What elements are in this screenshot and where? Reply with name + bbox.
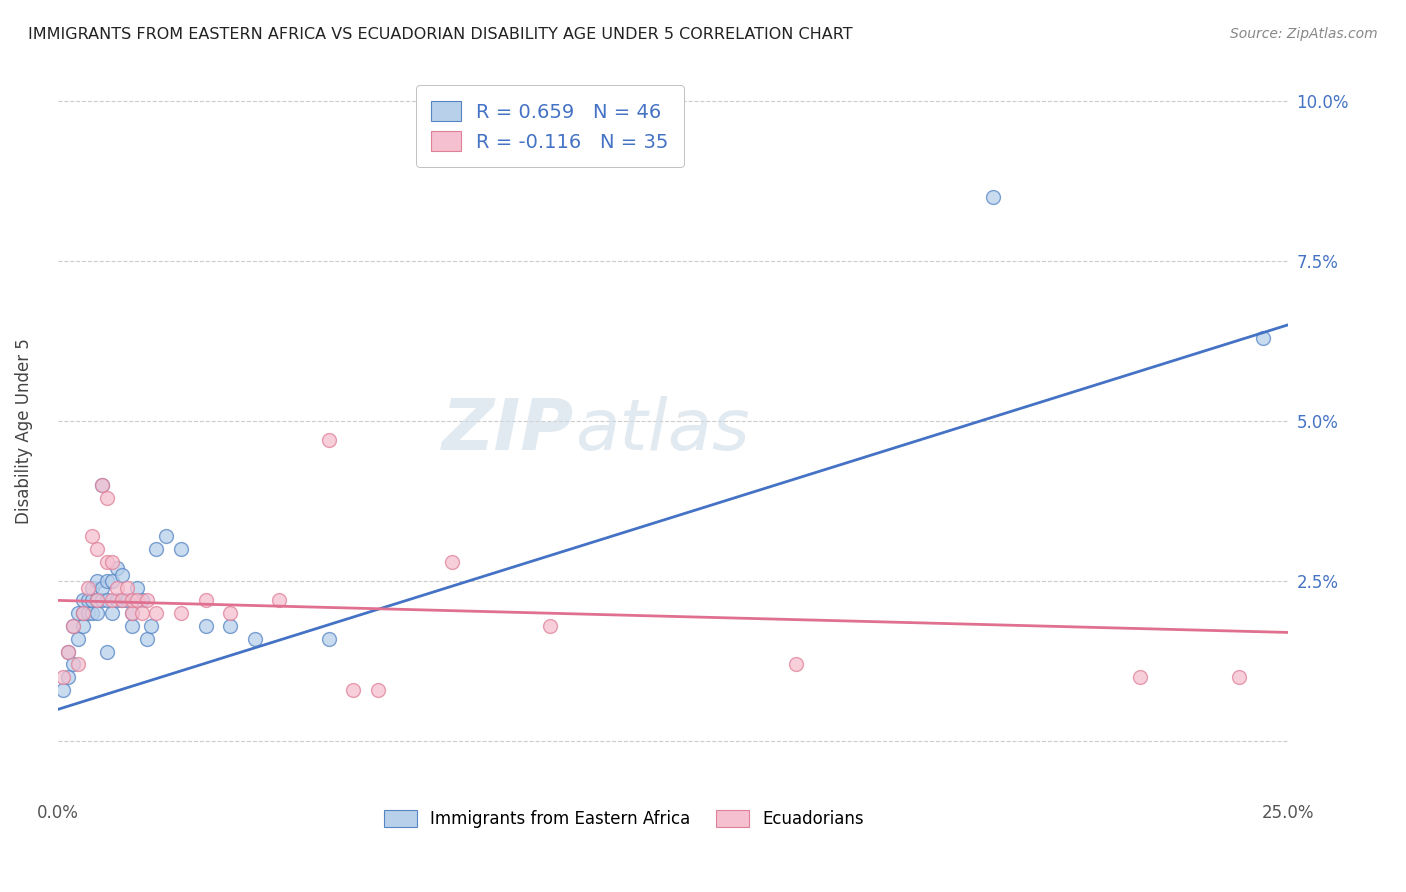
Point bbox=[141, 619, 163, 633]
Point bbox=[101, 593, 124, 607]
Point bbox=[105, 561, 128, 575]
Point bbox=[125, 581, 148, 595]
Point bbox=[115, 581, 138, 595]
Point bbox=[91, 478, 114, 492]
Point bbox=[91, 478, 114, 492]
Point bbox=[86, 574, 108, 589]
Point bbox=[105, 593, 128, 607]
Point bbox=[66, 657, 89, 672]
Point bbox=[121, 606, 143, 620]
Point bbox=[62, 619, 84, 633]
Point bbox=[91, 593, 114, 607]
Point bbox=[86, 593, 108, 607]
Point bbox=[111, 593, 134, 607]
Point bbox=[243, 632, 266, 646]
Point bbox=[82, 593, 104, 607]
Point bbox=[538, 619, 561, 633]
Point bbox=[170, 606, 193, 620]
Point bbox=[1129, 670, 1152, 684]
Point bbox=[135, 593, 157, 607]
Point bbox=[101, 606, 124, 620]
Point bbox=[52, 670, 75, 684]
Point bbox=[170, 542, 193, 557]
Point bbox=[440, 555, 463, 569]
Point bbox=[318, 433, 340, 447]
Point bbox=[76, 593, 98, 607]
Point bbox=[115, 593, 138, 607]
Point bbox=[125, 593, 148, 607]
Point bbox=[72, 593, 94, 607]
Text: IMMIGRANTS FROM EASTERN AFRICA VS ECUADORIAN DISABILITY AGE UNDER 5 CORRELATION : IMMIGRANTS FROM EASTERN AFRICA VS ECUADO… bbox=[28, 27, 853, 42]
Point bbox=[66, 632, 89, 646]
Point bbox=[82, 529, 104, 543]
Point bbox=[82, 581, 104, 595]
Point bbox=[785, 657, 807, 672]
Point bbox=[135, 632, 157, 646]
Point bbox=[342, 683, 364, 698]
Point bbox=[194, 593, 217, 607]
Point bbox=[981, 189, 1004, 203]
Point bbox=[111, 567, 134, 582]
Point bbox=[72, 606, 94, 620]
Point bbox=[1253, 331, 1275, 345]
Point bbox=[56, 670, 79, 684]
Point bbox=[121, 593, 143, 607]
Point bbox=[96, 593, 118, 607]
Point bbox=[86, 542, 108, 557]
Point bbox=[66, 606, 89, 620]
Point bbox=[101, 574, 124, 589]
Legend: Immigrants from Eastern Africa, Ecuadorians: Immigrants from Eastern Africa, Ecuadori… bbox=[377, 804, 870, 835]
Text: Source: ZipAtlas.com: Source: ZipAtlas.com bbox=[1230, 27, 1378, 41]
Point bbox=[155, 529, 177, 543]
Point bbox=[111, 593, 134, 607]
Point bbox=[131, 593, 153, 607]
Point bbox=[62, 619, 84, 633]
Point bbox=[72, 619, 94, 633]
Point bbox=[76, 606, 98, 620]
Point bbox=[367, 683, 389, 698]
Point bbox=[121, 619, 143, 633]
Point bbox=[56, 645, 79, 659]
Point bbox=[219, 619, 242, 633]
Point bbox=[269, 593, 291, 607]
Point bbox=[82, 606, 104, 620]
Point bbox=[72, 606, 94, 620]
Text: ZIP: ZIP bbox=[443, 396, 575, 465]
Point bbox=[62, 657, 84, 672]
Point bbox=[219, 606, 242, 620]
Point bbox=[194, 619, 217, 633]
Point bbox=[145, 606, 167, 620]
Point bbox=[96, 645, 118, 659]
Point bbox=[91, 581, 114, 595]
Y-axis label: Disability Age Under 5: Disability Age Under 5 bbox=[15, 338, 32, 524]
Point bbox=[86, 606, 108, 620]
Point bbox=[96, 574, 118, 589]
Point bbox=[52, 683, 75, 698]
Point bbox=[101, 555, 124, 569]
Point bbox=[96, 555, 118, 569]
Point bbox=[86, 593, 108, 607]
Point bbox=[145, 542, 167, 557]
Point bbox=[76, 581, 98, 595]
Point bbox=[318, 632, 340, 646]
Point bbox=[1227, 670, 1250, 684]
Point bbox=[131, 606, 153, 620]
Point bbox=[56, 645, 79, 659]
Text: atlas: atlas bbox=[575, 396, 749, 465]
Point bbox=[105, 581, 128, 595]
Point bbox=[96, 491, 118, 505]
Point bbox=[121, 606, 143, 620]
